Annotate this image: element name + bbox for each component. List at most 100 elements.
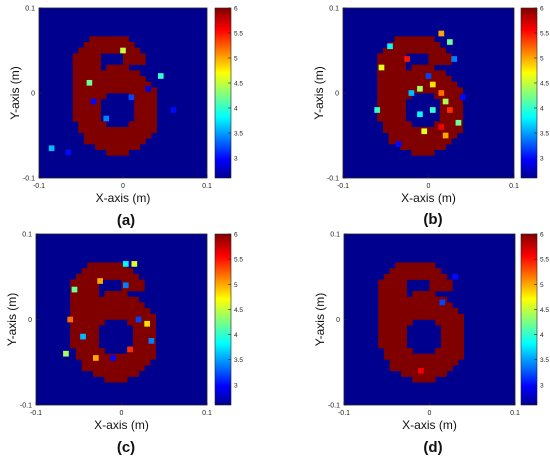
heatmap-cell xyxy=(128,70,135,77)
heatmap-cell xyxy=(75,285,82,292)
heatmap-cell xyxy=(134,104,141,111)
colorbar xyxy=(214,7,232,179)
heatmap-cell xyxy=(412,376,419,383)
heatmap-cell xyxy=(78,115,85,122)
heatmap-cell xyxy=(417,149,424,156)
heatmap-cell xyxy=(78,70,85,77)
heatmap-cell xyxy=(417,36,424,43)
heatmap-cell xyxy=(452,325,459,332)
heatmap-cell xyxy=(406,353,413,360)
heatmap-cell xyxy=(400,59,406,65)
heatmap-cell xyxy=(434,70,441,77)
heatmap-cell xyxy=(421,128,428,135)
heatmap-cell xyxy=(389,273,396,280)
heatmap-cell xyxy=(422,64,429,71)
heatmap-cell xyxy=(406,262,413,269)
heatmap-cell xyxy=(95,70,101,77)
heatmap-cell xyxy=(151,104,157,111)
heatmap-cell xyxy=(435,319,442,326)
heatmap-cell xyxy=(151,98,157,105)
heatmap-cell xyxy=(395,262,402,269)
heatmap-cell xyxy=(452,330,459,337)
heatmap-cell xyxy=(83,110,90,116)
heatmap-cell xyxy=(127,268,134,275)
heatmap-cell xyxy=(395,319,402,326)
heatmap-cell xyxy=(134,115,141,122)
heatmap-cell xyxy=(78,64,85,71)
panel-caption: (d) xyxy=(423,439,442,456)
heatmap-cell xyxy=(445,115,452,122)
heatmap-cell xyxy=(389,302,396,309)
heatmap-cell xyxy=(75,330,82,337)
heatmap-cell xyxy=(388,127,395,133)
heatmap-cell xyxy=(439,70,446,77)
heatmap-cell xyxy=(428,87,435,94)
heatmap-cell xyxy=(439,47,446,54)
heatmap-cell xyxy=(106,36,113,43)
heatmap-cell xyxy=(111,42,118,48)
heatmap-cell xyxy=(106,127,113,133)
heatmap-cell xyxy=(429,81,436,88)
colorbar-tick-label: 5.5 xyxy=(234,31,243,38)
heatmap-cell xyxy=(411,42,418,48)
heatmap-cell xyxy=(93,325,99,332)
heatmap-cell xyxy=(434,121,441,128)
heatmap-cell xyxy=(75,279,82,286)
heatmap-cell xyxy=(106,138,113,145)
heatmap-cell xyxy=(95,121,101,128)
heatmap-cell xyxy=(72,59,79,65)
heatmap-cell xyxy=(425,73,432,79)
heatmap-cell xyxy=(121,376,128,383)
heatmap-cell xyxy=(110,365,117,372)
digit-six-cells xyxy=(72,36,157,156)
heatmap-cell xyxy=(438,90,445,96)
heatmap-cell xyxy=(440,273,447,280)
heatmap-cell xyxy=(135,316,142,323)
heatmap-cell xyxy=(434,53,441,60)
heatmap-cell xyxy=(429,359,436,366)
heatmap-cell xyxy=(406,365,413,372)
heatmap-cell xyxy=(395,325,402,332)
heatmap-cell xyxy=(411,70,418,77)
panel-b: -0.1 0 0.1 -0.1 0 0.1 X-axis (m) Y-axis (m) 3 3.5… xyxy=(312,6,549,229)
heatmap-cell xyxy=(87,279,94,286)
heatmap-cell xyxy=(408,90,415,96)
heatmap-cell xyxy=(150,330,156,337)
heatmap-cell xyxy=(401,325,407,332)
heatmap-cell xyxy=(434,127,441,133)
heatmap-cell xyxy=(422,138,429,145)
heatmap-cell xyxy=(458,342,464,349)
heatmap-cell xyxy=(87,330,94,337)
heatmap-cell xyxy=(106,132,113,139)
y-tick-label: 0 xyxy=(335,91,339,98)
heatmap-cell xyxy=(95,64,101,71)
heatmap-cell xyxy=(382,87,389,94)
colorbar xyxy=(520,7,538,179)
heatmap-cell xyxy=(83,121,90,128)
heatmap-cell xyxy=(394,127,401,133)
heatmap-cell xyxy=(406,313,413,320)
heatmap-cell xyxy=(435,365,442,372)
heatmap-cell xyxy=(144,325,151,332)
heatmap-cell xyxy=(127,279,134,286)
heatmap-cell xyxy=(106,47,113,54)
heatmap-cell xyxy=(132,302,139,309)
heatmap-cell xyxy=(382,104,389,111)
heatmap-cell xyxy=(401,285,407,292)
heatmap-cell xyxy=(81,291,88,297)
heatmap-cell xyxy=(377,59,384,65)
y-axis-label: Y-axis (m) xyxy=(5,293,19,347)
heatmap-cell xyxy=(412,262,419,269)
heatmap-cell xyxy=(104,308,111,315)
heatmap-cell xyxy=(411,149,418,156)
heatmap-cell xyxy=(132,353,139,360)
digit-six-cells xyxy=(377,36,463,156)
heatmap-cell xyxy=(389,319,396,326)
heatmap-cell xyxy=(93,359,99,366)
heatmap-cell xyxy=(148,338,155,344)
heatmap-cell xyxy=(134,76,141,82)
heatmap-cell xyxy=(383,325,390,332)
heatmap-cell xyxy=(411,144,418,150)
heatmap-cell xyxy=(457,127,463,133)
heatmap-cell xyxy=(104,353,111,360)
